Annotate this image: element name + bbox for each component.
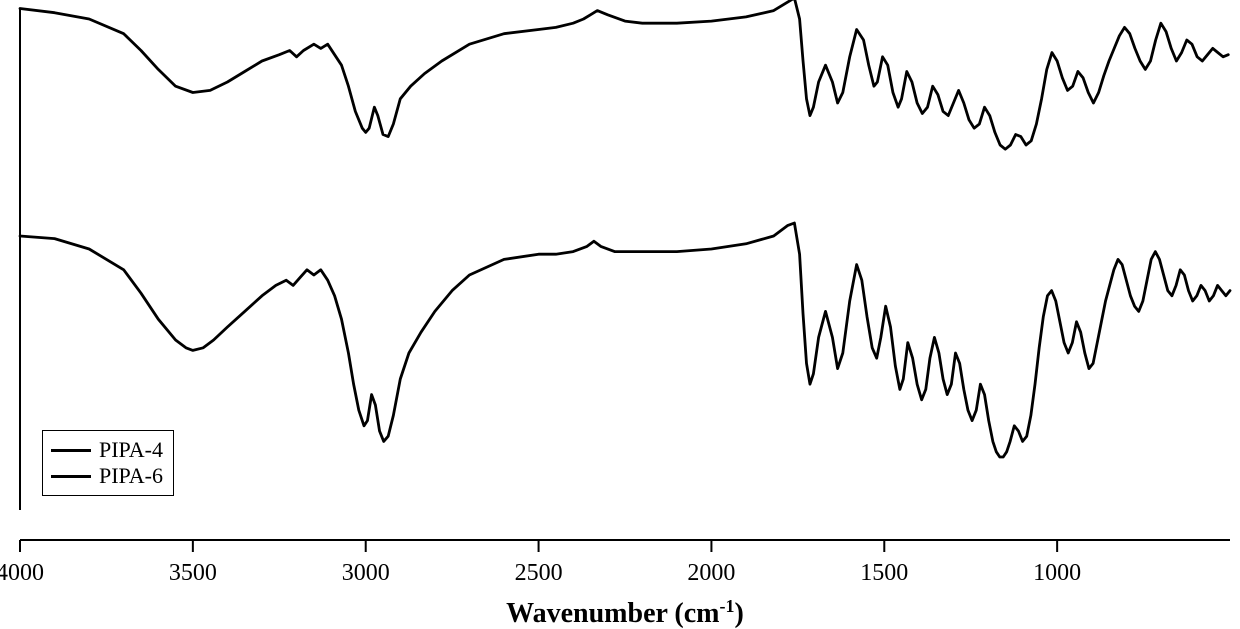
chart-svg: 4000 3500 3000 2500 2000 1500 1000 Wavenumber (…	[0, 0, 1240, 629]
legend-swatch	[51, 449, 91, 452]
series-pipa-4	[20, 0, 1228, 149]
xtick-label: 2500	[515, 560, 563, 586]
legend-label: PIPA-6	[99, 463, 163, 489]
legend-item: PIPA-6	[51, 463, 163, 489]
x-axis-label: Wavenumber (cm-1)	[506, 596, 744, 629]
xtick-label: 4000	[0, 560, 44, 586]
xtick-label: 1000	[1033, 560, 1081, 586]
series-pipa-6	[20, 223, 1230, 457]
ir-spectrum-chart: 4000 3500 3000 2500 2000 1500 1000 Wavenumber (…	[0, 0, 1240, 629]
xtick-label: 3500	[169, 560, 217, 586]
xtick-label: 2000	[687, 560, 735, 586]
legend-label: PIPA-4	[99, 437, 163, 463]
legend-item: PIPA-4	[51, 437, 163, 463]
legend: PIPA-4PIPA-6	[42, 430, 174, 496]
xtick-label: 1500	[860, 560, 908, 586]
legend-swatch	[51, 475, 91, 478]
xtick-label: 3000	[342, 560, 390, 586]
